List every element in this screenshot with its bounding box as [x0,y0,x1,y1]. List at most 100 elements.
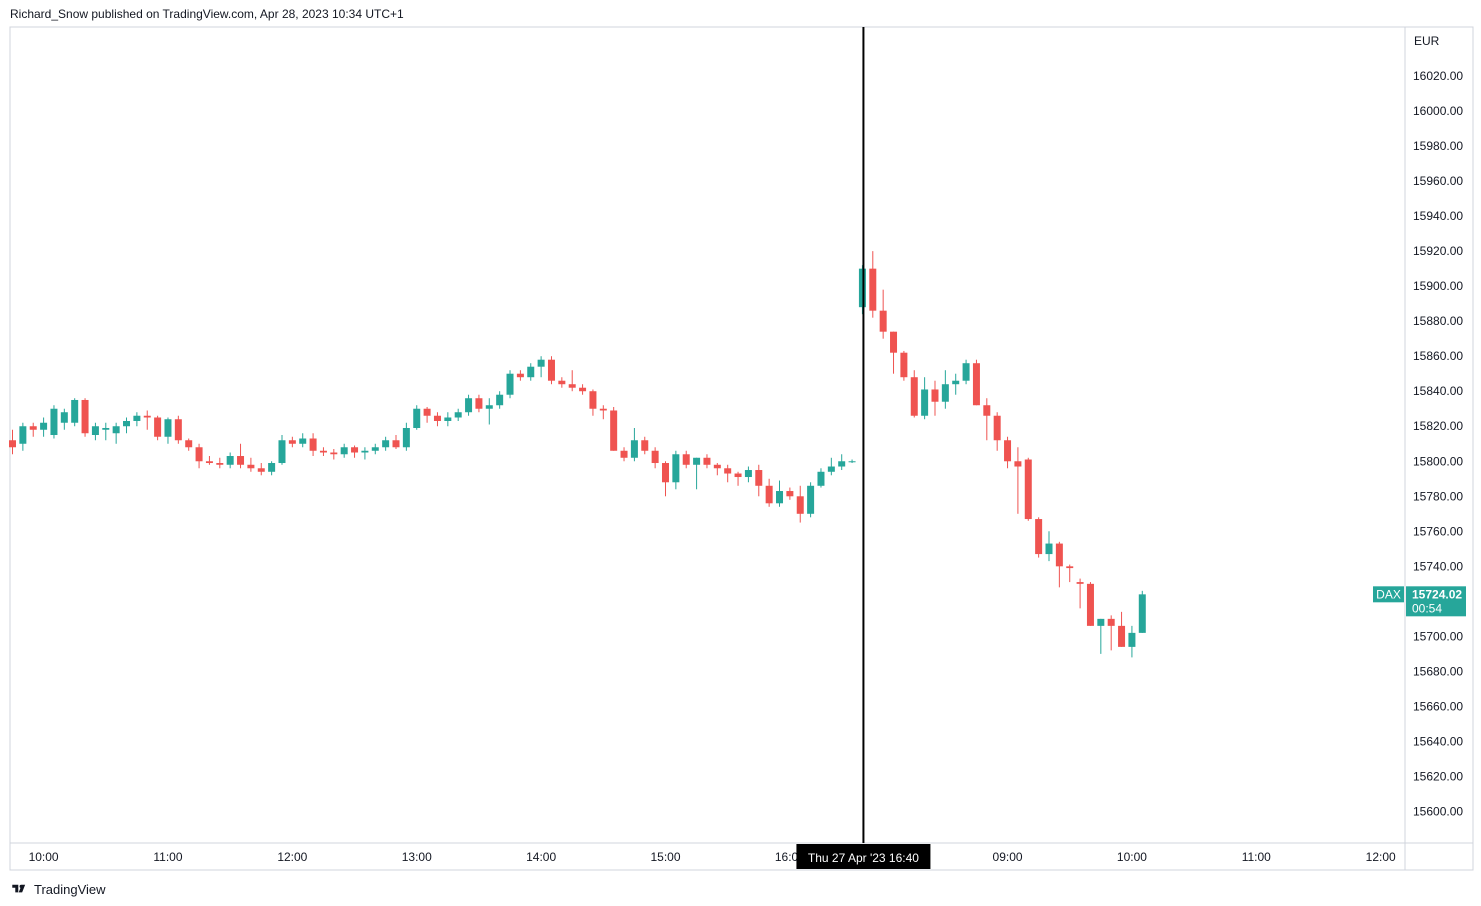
candle-body [112,426,120,434]
price-tick-label: 15740.00 [1413,559,1463,573]
candle-body [40,422,48,430]
candle-body [371,447,379,451]
price-tick-label: 15680.00 [1413,664,1463,678]
time-tick-label: 09:00 [993,850,1023,864]
candle-body [19,426,27,444]
time-tick-label: 13:00 [402,850,432,864]
candle-body [682,454,690,465]
price-tick-label: 15860.00 [1413,349,1463,363]
candle-body [651,450,659,464]
candle-body [807,485,815,514]
candle-body [869,268,877,311]
candle-body [1076,582,1084,584]
candle-body [890,331,898,353]
price-tick-label: 15700.00 [1413,629,1463,643]
time-tick-label: 14:00 [526,850,556,864]
candle-body [952,380,960,385]
price-tick-label: 15840.00 [1413,384,1463,398]
candle-body [547,359,555,381]
candle-body [205,461,213,464]
candle-body [413,408,421,428]
price-axis[interactable]: EUR 15600.00 15620.00 15640.00 15660.00 15680… [1413,34,1463,818]
price-tick-label: 15600.00 [1413,804,1463,818]
price-tick-label: 15980.00 [1413,139,1463,153]
time-tick-label: 12:00 [1366,850,1396,864]
candle-body [444,417,452,421]
symbol-tag [1373,586,1404,603]
price-tick-label: 16020.00 [1413,69,1463,83]
last-price-tag [1406,586,1466,617]
candle-body [257,468,265,472]
price-tick-label: 15620.00 [1413,769,1463,783]
candle-body [703,457,711,465]
candle-body [579,387,587,392]
price-tick-label: 15940.00 [1413,209,1463,223]
candle-body [786,491,794,497]
symbol-tag-label: DAX [1376,587,1401,601]
candle-body [537,359,545,367]
candles [9,251,1146,658]
candle-body [216,463,224,465]
footer: TradingView [10,880,106,898]
candle-body [1035,519,1043,555]
time-tick-label: 10:00 [29,850,59,864]
candle-body [185,440,193,448]
currency-label: EUR [1414,34,1440,48]
candle-body [60,412,68,423]
price-tick-label: 15820.00 [1413,419,1463,433]
chart-border [9,26,1474,871]
candle-body [226,456,234,465]
candle-body [568,384,576,388]
candle-body [91,426,99,435]
price-tick-label: 15640.00 [1413,734,1463,748]
candle-body [558,380,566,385]
publish-attribution: Richard_Snow published on TradingView.co… [10,7,404,21]
price-tick-label: 16000.00 [1413,104,1463,118]
plot-frame [9,26,1474,871]
candle-body [9,440,16,448]
price-tick-label: 15760.00 [1413,524,1463,538]
candle-body [661,463,669,483]
price-tick-label: 15800.00 [1413,454,1463,468]
candle-body [174,419,182,441]
candle-body [392,440,400,448]
candle-body [620,450,628,458]
candle-body [900,352,908,378]
candle-body [848,461,856,463]
candle-body [454,412,462,418]
candle-body [102,427,110,430]
candle-body [123,420,131,427]
candle-body [475,398,483,409]
candle-body [319,450,327,453]
candle-body [817,471,825,486]
candle-body [776,491,784,504]
candle-body [465,398,473,413]
price-tick-label: 15780.00 [1413,489,1463,503]
candle-body [672,454,680,483]
candle-body [879,310,887,332]
candle-body [309,438,317,451]
candle-body [433,415,441,421]
candle-body [71,399,79,423]
candle-body [1118,625,1126,647]
candle-body [143,415,151,418]
candle-body [299,438,307,444]
last-price-label: 15724.02 [1412,587,1462,601]
candle-body [962,363,970,381]
time-tick-label: 11:00 [1242,850,1271,864]
candle-body [154,417,162,437]
candle-body [713,464,721,469]
time-axis[interactable]: 10:00 11:00 12:00 13:00 14:00 15:00 16:00 09:00… [29,850,1396,864]
candle-body [796,496,804,514]
candle-body [237,456,245,465]
candle-body [278,440,286,464]
candle-body [941,384,949,402]
candle-body [641,440,649,451]
candle-body [910,377,918,416]
candle-body [693,457,701,465]
price-tick-label: 15920.00 [1413,244,1463,258]
candle-body [288,440,296,444]
candle-body [268,463,276,472]
